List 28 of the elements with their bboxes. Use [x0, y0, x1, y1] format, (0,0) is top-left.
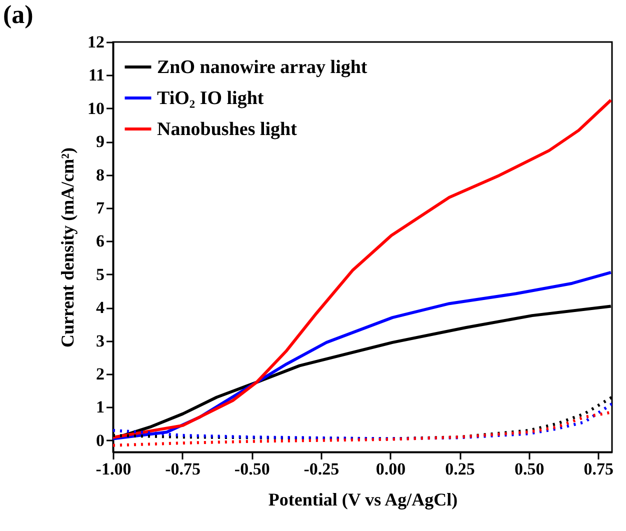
line-series [113, 410, 612, 447]
x-tick-label: -0.50 [234, 460, 270, 478]
y-axis-title: Current density (mA/cm²) [58, 147, 78, 348]
y-tick-label: 10 [88, 98, 104, 118]
y-tick-label: 11 [88, 66, 104, 85]
legend-label: ZnO nanowire array light [157, 57, 368, 78]
y-tick-label: 12 [88, 32, 104, 52]
text: (a) [3, 0, 34, 29]
y-tick-label: 5 [96, 264, 104, 284]
x-tick-label: 0.75 [584, 460, 614, 478]
y-tick-label: 0 [96, 430, 104, 450]
x-tick-label: 0.50 [514, 460, 544, 478]
y-tick-label: 2 [96, 364, 104, 384]
y-tick-label: 3 [96, 331, 104, 350]
x-tick-label: -1.00 [96, 460, 132, 478]
y-tick-label: 8 [96, 165, 104, 184]
legend-label: Nanobushes light [157, 119, 298, 140]
x-tick-label: 0.25 [445, 460, 475, 478]
y-tick-label: 4 [96, 298, 105, 318]
x-axis-title: Potential (V vs Ag/AgCl) [268, 490, 458, 510]
y-tick-label: 6 [96, 232, 104, 251]
x-tick-label: -0.75 [165, 460, 201, 478]
x-tick-label: -0.25 [304, 460, 340, 478]
y-tick-label: 7 [96, 198, 105, 218]
y-tick-label: 1 [96, 398, 104, 417]
legend-label: TiO₂ IO light [157, 88, 264, 109]
x-tick-label: 0.00 [376, 460, 406, 478]
y-tick-label: 9 [96, 132, 104, 152]
